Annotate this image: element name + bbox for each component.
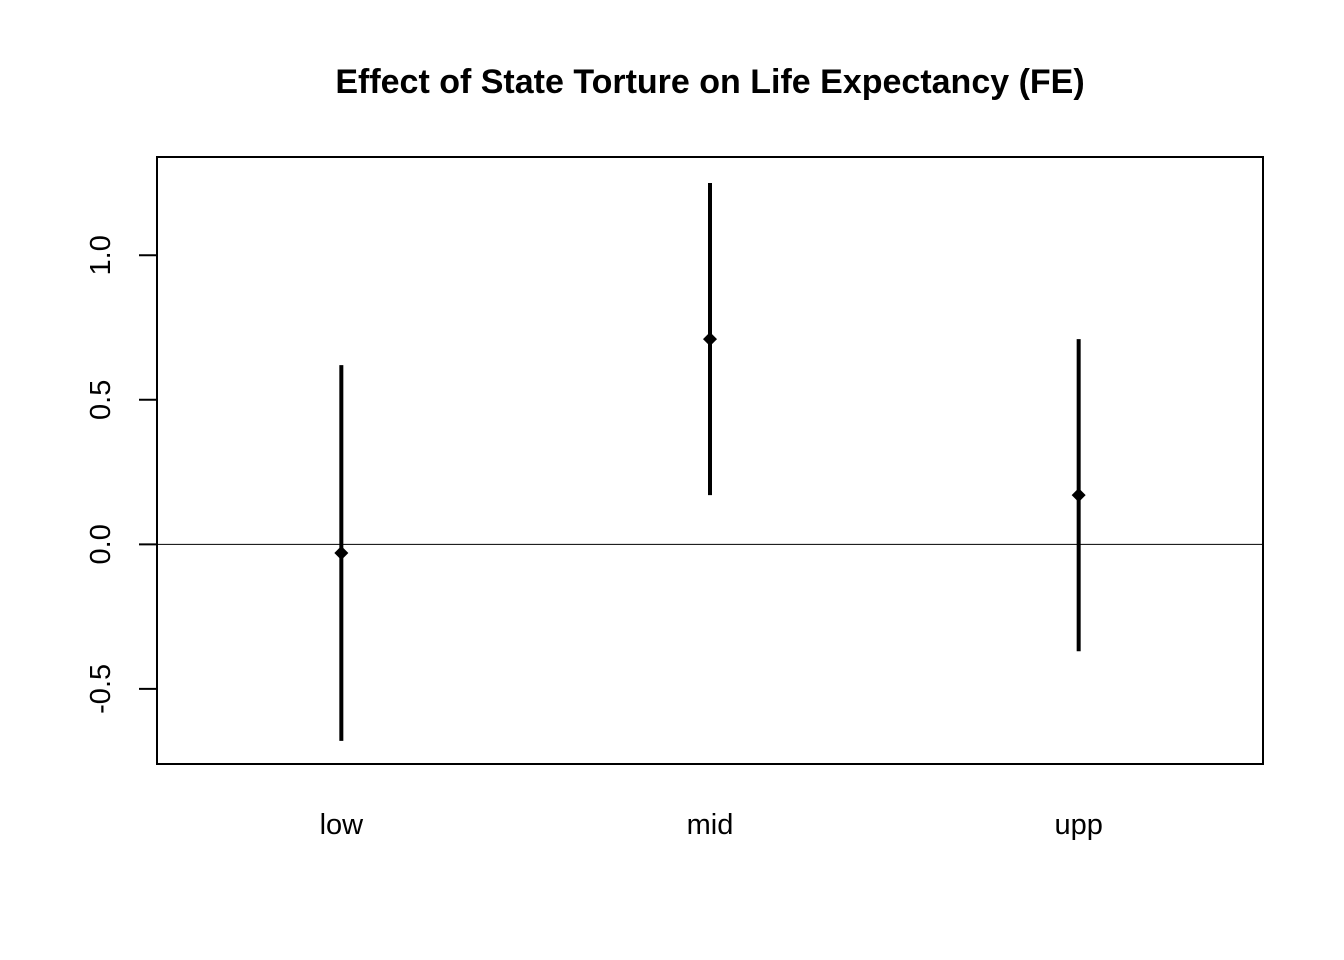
point-estimate-mid xyxy=(703,332,717,347)
chart-title: Effect of State Torture on Life Expectan… xyxy=(335,63,1084,101)
point-estimate-low xyxy=(334,545,349,560)
x-tick-label: mid xyxy=(687,809,734,841)
y-tick-label: 0.0 xyxy=(85,524,117,564)
point-estimate-upp xyxy=(1071,488,1086,503)
x-axis-labels: low mid upp xyxy=(320,809,1103,841)
y-axis: -0.5 0.0 0.5 1.0 xyxy=(85,235,158,714)
data-marks xyxy=(334,183,1086,741)
y-tick-label: 1.0 xyxy=(85,235,117,275)
x-tick-label: upp xyxy=(1054,809,1102,841)
y-tick-label: 0.5 xyxy=(85,380,117,420)
x-tick-label: low xyxy=(320,809,365,841)
y-tick-label: -0.5 xyxy=(85,664,117,714)
